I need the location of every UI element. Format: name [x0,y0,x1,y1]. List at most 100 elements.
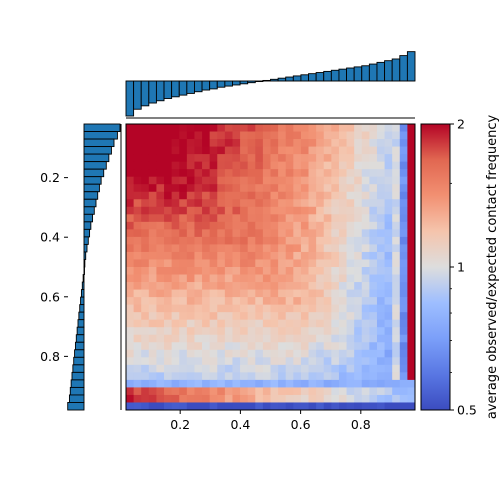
heatmap-cell [376,364,385,373]
heatmap-cell [293,402,302,411]
heatmap-cell [278,131,287,140]
heatmap-cell [202,251,211,260]
heatmap-cell [399,342,408,351]
left-marginal-bar [83,161,107,170]
top-marginal-bar [384,60,393,82]
heatmap-cell [186,251,195,260]
heatmap-cell [186,267,195,275]
heatmap-cell [255,327,264,336]
heatmap-cell [369,229,378,238]
heatmap-cell [156,244,165,253]
heatmap-cell [240,312,249,321]
heatmap-cell [224,199,233,208]
colorbar-tick-label: 0.5 [457,403,477,418]
heatmap-cell [361,184,370,193]
heatmap-cell [148,169,157,178]
heatmap-cell [399,191,408,200]
heatmap-cell [232,342,241,351]
heatmap-cell [407,221,416,230]
heatmap-cell [354,221,363,230]
heatmap-cell [164,372,173,381]
heatmap-cell [209,146,218,155]
heatmap-cell [399,214,408,223]
heatmap-cell [186,244,195,253]
heatmap-cell [262,379,271,388]
heatmap-cell [133,319,142,328]
heatmap-cell [179,146,188,155]
heatmap-cell [164,312,173,321]
heatmap-cell [376,131,385,140]
heatmap-cell [293,191,302,200]
heatmap-cell [392,251,401,260]
heatmap-cell [224,206,233,215]
heatmap-cell [407,297,416,306]
heatmap-cell [384,251,393,260]
heatmap-cell [232,304,241,313]
heatmap-cell [217,357,226,366]
heatmap-cell [293,342,302,351]
heatmap-cell [384,169,393,178]
heatmap-cell [247,176,256,185]
heatmap-cell [361,169,370,178]
heatmap-cell [270,274,279,283]
heatmap-cell [323,206,332,215]
heatmap-cell [293,229,302,238]
heatmap-cell [369,394,378,403]
heatmap-cell [209,214,218,223]
heatmap-cell [255,357,264,366]
heatmap-cell [194,251,203,260]
heatmap-cell [171,161,180,170]
heatmap-cell [392,191,401,200]
heatmap-cell [407,124,416,132]
top-marginal-bar [330,69,340,82]
heatmap-cell [194,289,203,298]
heatmap-cell [308,379,317,388]
heatmap-cell [308,312,317,321]
heatmap-cell [407,372,416,381]
heatmap-cell [217,161,226,170]
heatmap-cell [164,146,173,155]
heatmap-cell [217,289,226,298]
heatmap-cell [148,349,157,358]
heatmap-cell [171,387,180,396]
heatmap-cell [407,319,416,328]
heatmap-cell [164,244,173,253]
heatmap-cell [133,349,142,358]
heatmap-cell [148,267,157,275]
heatmap-cell [278,334,287,343]
heatmap-cell [270,259,279,268]
heatmap-cell [179,349,188,358]
heatmap-cell [361,402,370,411]
heatmap-cell [346,289,355,298]
top-marginal-bar [323,70,332,82]
heatmap-cell [156,176,165,185]
heatmap-cell [255,282,264,290]
heatmap-cell [300,289,309,298]
heatmap-cell [141,327,150,336]
heatmap-cell [194,312,203,321]
heatmap-cell [164,191,173,200]
heatmap-cell [247,402,256,411]
heatmap-cell [285,364,294,373]
heatmap-cell [247,221,256,230]
heatmap-cell [293,184,302,193]
heatmap-cell [171,357,180,366]
heatmap-cell [240,244,249,253]
heatmap-cell [407,161,416,170]
heatmap-cell [407,357,416,366]
heatmap-cell [331,131,340,140]
heatmap-cell [141,176,150,185]
heatmap-cell [316,236,325,245]
heatmap-cell [361,259,370,268]
heatmap-cell [354,161,363,170]
heatmap-cell [217,387,226,396]
heatmap-cell [126,176,135,185]
heatmap-cell [407,139,416,147]
heatmap-cell [240,206,249,215]
heatmap-cell [278,357,287,366]
heatmap-frame [125,123,416,411]
heatmap-cell [240,184,249,193]
heatmap-cell [141,169,150,178]
heatmap-cell [232,214,241,223]
heatmap-cell [376,274,385,283]
